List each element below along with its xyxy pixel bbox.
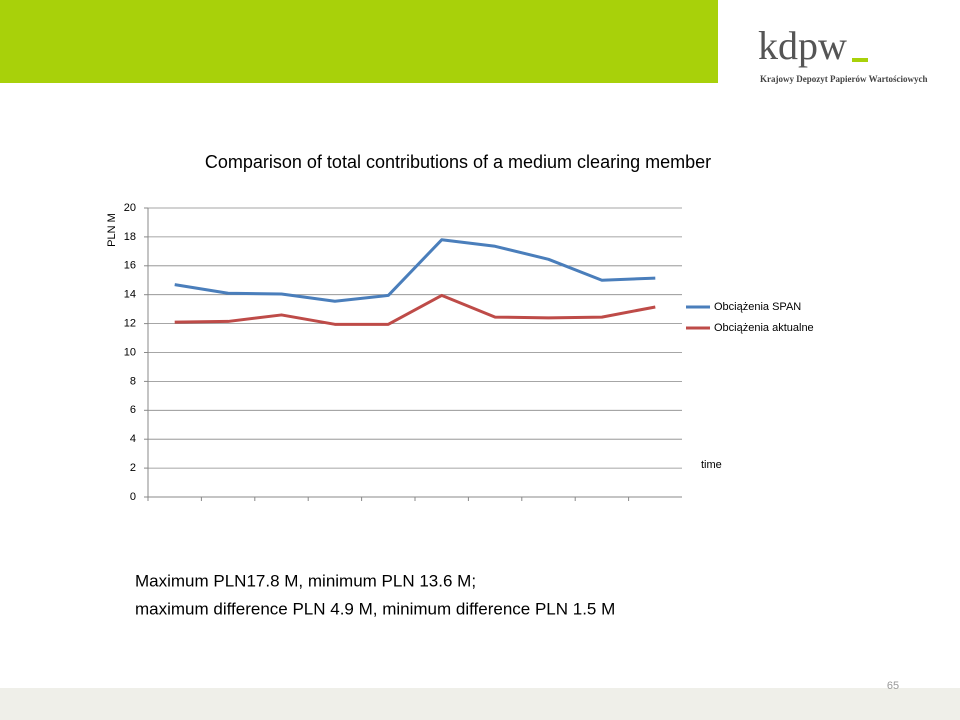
legend-label: Obciążenia SPAN [714,301,801,313]
y-tick-label: 6 [130,404,136,416]
chart-title: Comparison of total contributions of a m… [205,152,711,172]
logo-name: kdpw [758,23,847,68]
x-axis-label: time [701,459,722,471]
logo-accent [852,58,868,62]
legend-label: Obciążenia aktualne [714,322,814,334]
y-tick-label: 8 [130,375,136,387]
footer-band [0,688,960,720]
header-band [0,0,718,83]
y-tick-label: 14 [124,289,136,301]
y-tick-label: 10 [124,346,136,358]
y-axis-label: PLN M [106,213,118,247]
series-line [174,238,656,303]
y-tick-label: 16 [124,260,136,272]
note: Maximum PLN17.8 M, minimum PLN 13.6 M; [135,571,476,590]
page-number: 65 [887,680,899,692]
note: maximum difference PLN 4.9 M, minimum di… [135,599,615,618]
y-tick-label: 0 [130,491,136,503]
y-tick-label: 18 [124,231,136,243]
series-line [174,293,656,326]
y-tick-label: 4 [130,433,136,445]
y-tick-label: 12 [124,318,136,330]
y-tick-label: 2 [130,462,136,474]
y-tick-label: 20 [124,202,136,214]
logo-subtitle: Krajowy Depozyt Papierów Wartościowych [760,74,928,84]
